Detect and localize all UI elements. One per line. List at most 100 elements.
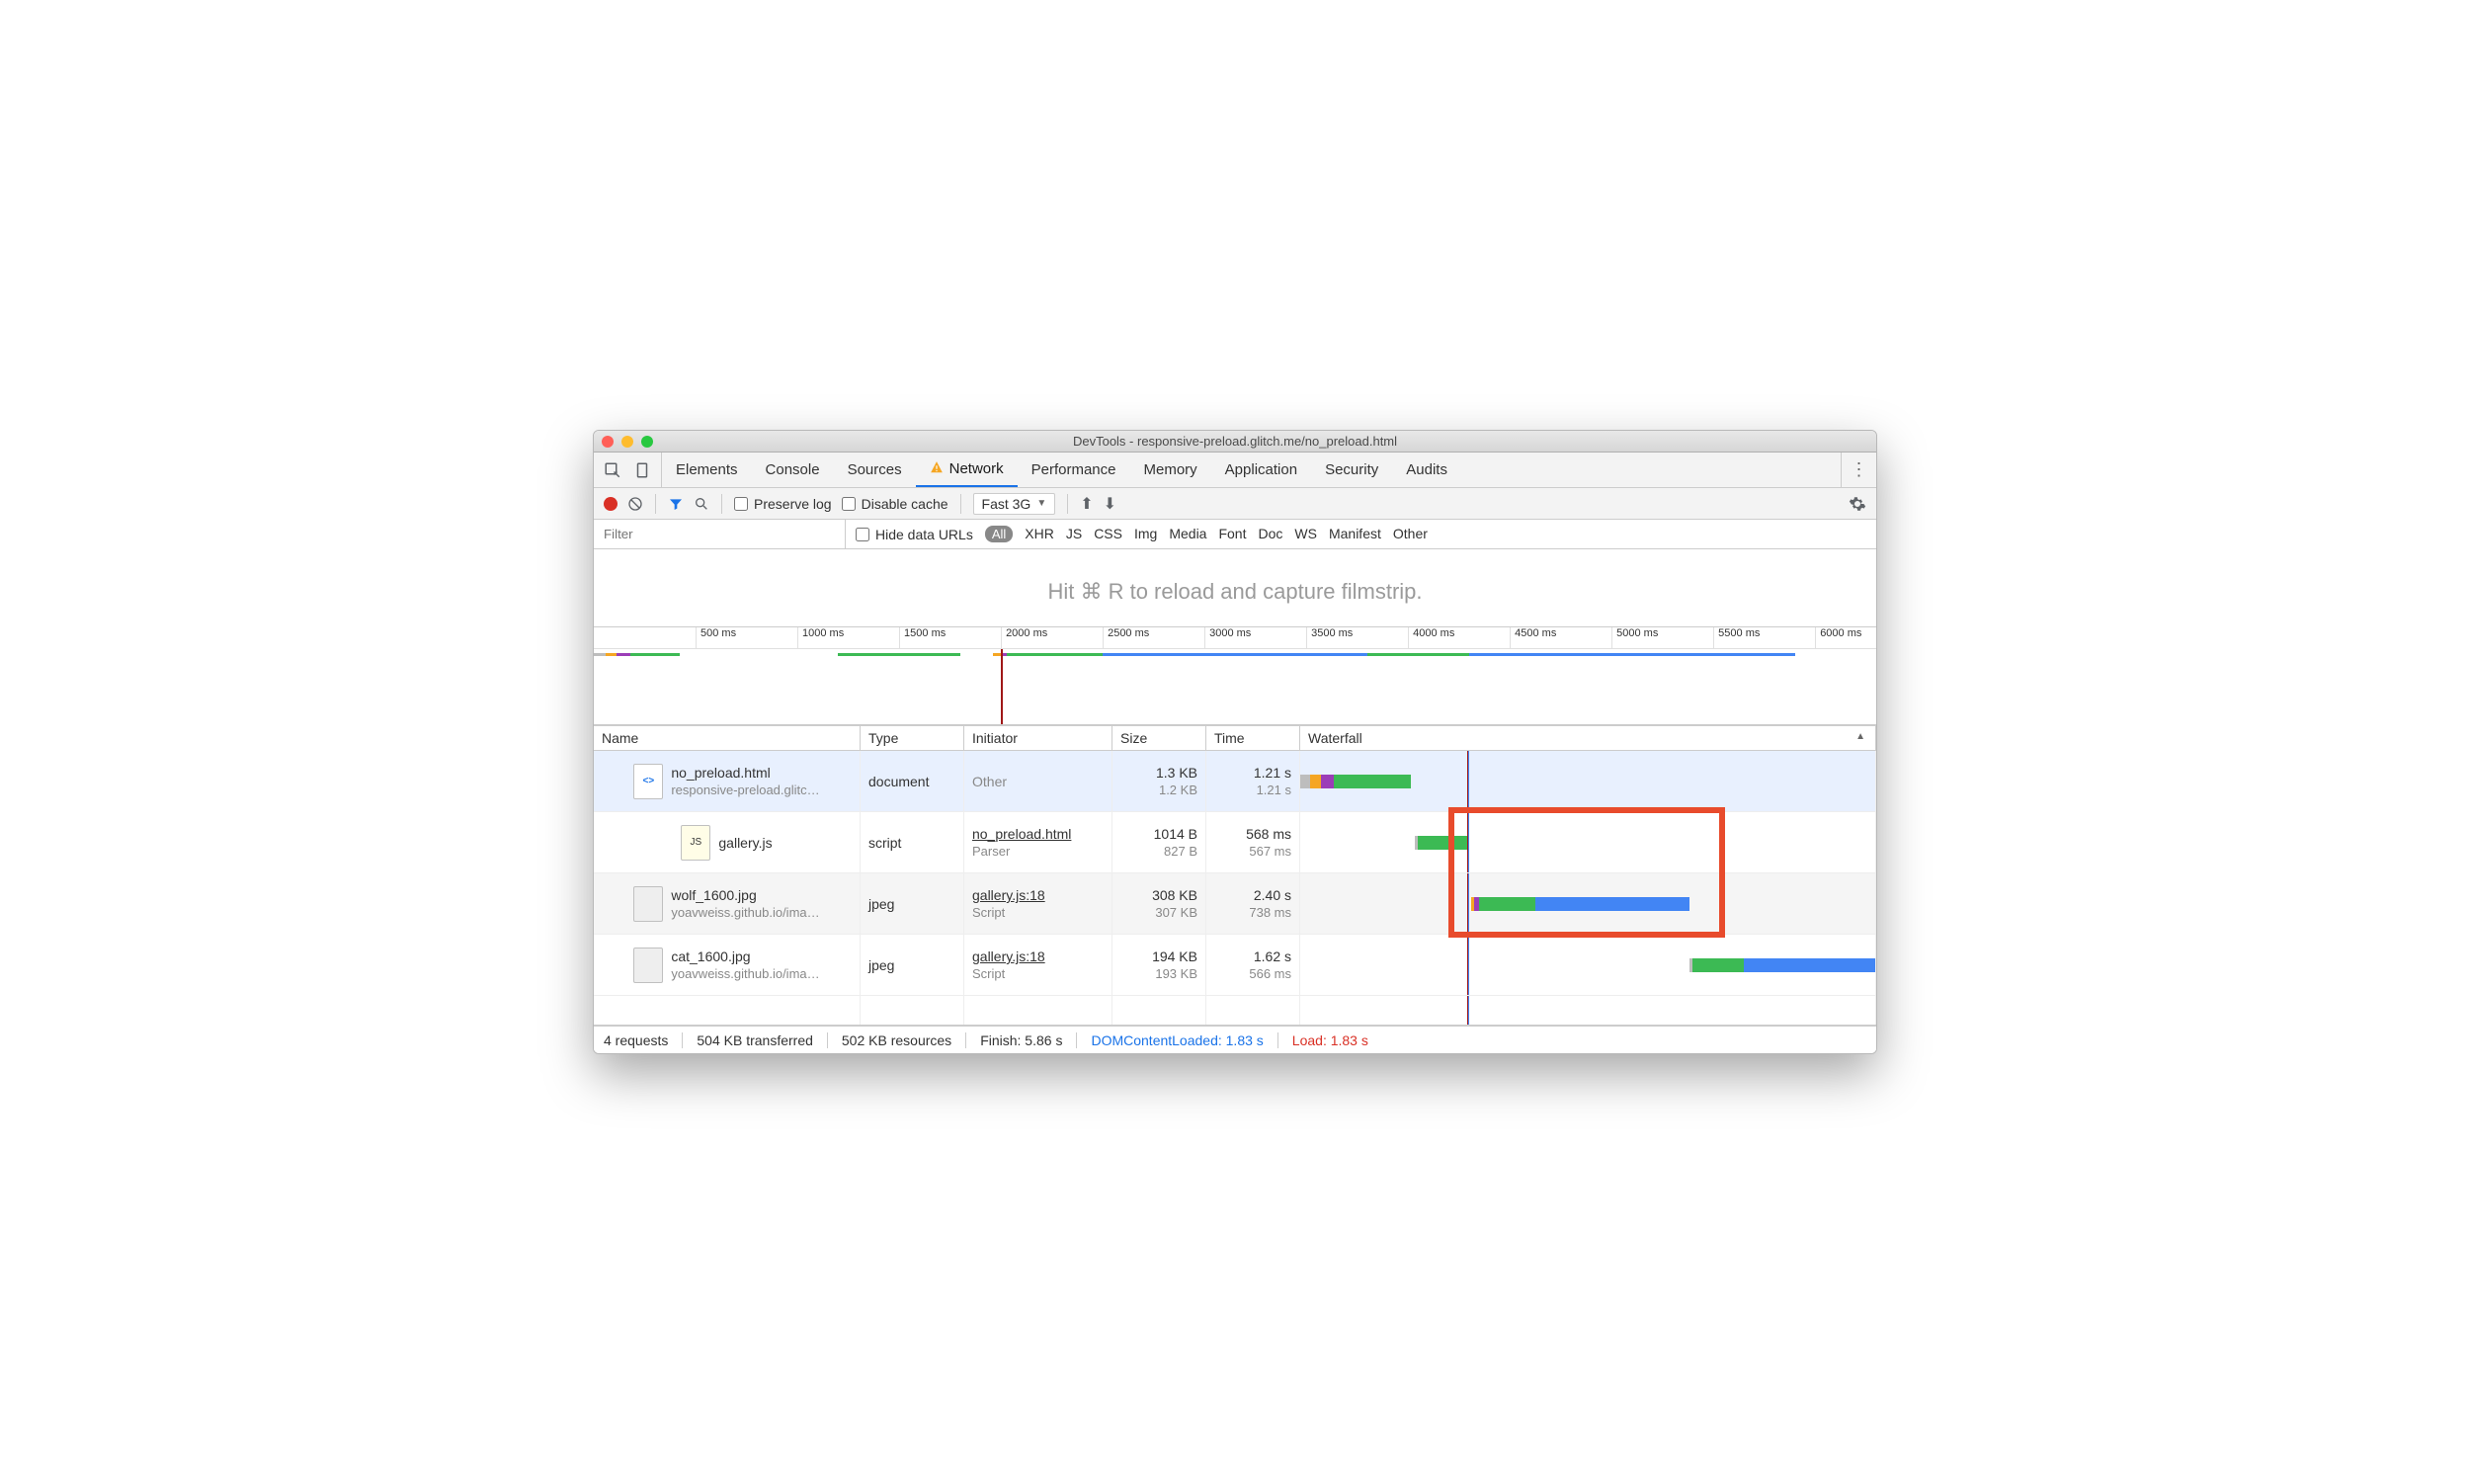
filter-type-font[interactable]: Font [1218, 526, 1246, 542]
table-header: Name Type Initiator Size Time Waterfall▲ [594, 725, 1876, 751]
record-button[interactable] [604, 497, 618, 511]
waterfall-event-line [1468, 751, 1469, 811]
tab-security[interactable]: Security [1311, 453, 1392, 487]
filter-type-media[interactable]: Media [1169, 526, 1206, 542]
col-name[interactable]: Name [594, 726, 861, 750]
tick: 3000 ms [1204, 627, 1251, 648]
js-file-icon: JS [681, 825, 710, 861]
table-row[interactable]: <>no_preload.htmlresponsive-preload.glit… [594, 751, 1876, 812]
status-dcl: DOMContentLoaded: 1.83 s [1091, 1032, 1263, 1048]
filter-icon[interactable] [668, 496, 684, 512]
filter-type-xhr[interactable]: XHR [1025, 526, 1054, 542]
initiator-link[interactable]: gallery.js:18 [972, 948, 1104, 964]
tab-sources[interactable]: Sources [834, 453, 916, 487]
status-transferred: 504 KB transferred [697, 1032, 813, 1048]
initiator-link[interactable]: no_preload.html [972, 826, 1104, 842]
file-name: cat_1600.jpg [671, 948, 819, 964]
file-origin: yoavweiss.github.io/ima… [671, 905, 819, 920]
disable-cache-label: Disable cache [862, 496, 948, 512]
filter-type-other[interactable]: Other [1393, 526, 1428, 542]
overview-event-line [1001, 649, 1003, 724]
filter-bar: Hide data URLs All XHR JS CSS Img Media Font Do… [594, 520, 1876, 549]
size-sub: 827 B [1164, 844, 1197, 859]
overview-segment [1367, 653, 1469, 656]
filter-type-doc[interactable]: Doc [1258, 526, 1282, 542]
tick: 5000 ms [1611, 627, 1658, 648]
filter-type-css[interactable]: CSS [1094, 526, 1122, 542]
filter-type-ws[interactable]: WS [1294, 526, 1317, 542]
titlebar: DevTools - responsive-preload.glitch.me/… [594, 431, 1876, 453]
preserve-log-checkbox[interactable]: Preserve log [734, 496, 832, 512]
waterfall-event-line [1468, 935, 1469, 995]
panel-tabs: ElementsConsoleSourcesNetworkPerformance… [594, 453, 1876, 488]
size: 1014 B [1154, 826, 1197, 842]
throttle-select[interactable]: Fast 3G ▼ [973, 493, 1056, 515]
tab-memory[interactable]: Memory [1130, 453, 1211, 487]
col-waterfall[interactable]: Waterfall▲ [1300, 726, 1876, 750]
col-initiator[interactable]: Initiator [964, 726, 1112, 750]
waterfall-cell [1300, 812, 1876, 872]
tick: 500 ms [696, 627, 736, 648]
tick: 4000 ms [1408, 627, 1454, 648]
waterfall-segment [1692, 958, 1744, 972]
tab-audits[interactable]: Audits [1392, 453, 1461, 487]
download-icon[interactable]: ⬇ [1104, 494, 1116, 514]
upload-icon[interactable]: ⬆ [1080, 494, 1093, 514]
initiator-link[interactable]: gallery.js:18 [972, 887, 1104, 903]
status-resources: 502 KB resources [842, 1032, 951, 1048]
table-row[interactable]: cat_1600.jpgyoavweiss.github.io/ima…jpeg… [594, 935, 1876, 996]
file-name: wolf_1600.jpg [671, 887, 819, 903]
waterfall-event-line [1468, 812, 1469, 872]
more-menu-icon[interactable]: ⋮ [1841, 453, 1876, 487]
table-row[interactable]: JSgallery.jsscriptno_preload.htmlParser1… [594, 812, 1876, 873]
tick: 5500 ms [1713, 627, 1760, 648]
size: 1.3 KB [1156, 765, 1197, 781]
waterfall-segment [1479, 897, 1535, 911]
gear-icon[interactable] [1849, 495, 1866, 513]
waterfall-segment [1378, 775, 1411, 788]
maximize-button[interactable] [641, 436, 653, 448]
cell-type: script [861, 812, 964, 872]
waterfall-event-line [1468, 873, 1469, 934]
col-type[interactable]: Type [861, 726, 964, 750]
filter-type-js[interactable]: JS [1066, 526, 1082, 542]
clear-icon[interactable] [627, 496, 643, 512]
waterfall-cell [1300, 751, 1876, 811]
timeline-overview[interactable]: 500 ms1000 ms1500 ms2000 ms2500 ms3000 m… [594, 627, 1876, 725]
table-padding [594, 996, 1876, 1026]
filter-type-img[interactable]: Img [1134, 526, 1157, 542]
waterfall-cell [1300, 873, 1876, 934]
hide-data-urls-checkbox[interactable]: Hide data URLs [856, 527, 973, 542]
filter-type-manifest[interactable]: Manifest [1329, 526, 1381, 542]
cell-type: document [861, 751, 964, 811]
tab-application[interactable]: Application [1211, 453, 1311, 487]
tab-network[interactable]: Network [916, 453, 1018, 487]
filter-type-all[interactable]: All [985, 526, 1013, 542]
tab-console[interactable]: Console [752, 453, 834, 487]
search-icon[interactable] [694, 496, 709, 512]
table-row[interactable]: wolf_1600.jpgyoavweiss.github.io/ima…jpe… [594, 873, 1876, 935]
file-name: no_preload.html [671, 765, 819, 781]
chevron-down-icon: ▼ [1036, 498, 1046, 509]
status-load: Load: 1.83 s [1292, 1032, 1368, 1048]
tab-elements[interactable]: Elements [662, 453, 752, 487]
disable-cache-checkbox[interactable]: Disable cache [842, 496, 948, 512]
time: 568 ms [1246, 826, 1291, 842]
filter-input[interactable] [594, 520, 846, 548]
device-icon[interactable] [633, 461, 651, 479]
tick: 3500 ms [1306, 627, 1353, 648]
waterfall-segment [1744, 958, 1875, 972]
cell-type: jpeg [861, 935, 964, 995]
tick: 6000 ms [1815, 627, 1861, 648]
col-time[interactable]: Time [1206, 726, 1300, 750]
warning-icon [930, 460, 944, 478]
tab-performance[interactable]: Performance [1018, 453, 1130, 487]
col-size[interactable]: Size [1112, 726, 1206, 750]
tick: 1500 ms [899, 627, 946, 648]
time: 2.40 s [1254, 887, 1291, 903]
inspect-icon[interactable] [604, 461, 621, 479]
close-button[interactable] [602, 436, 614, 448]
size: 308 KB [1152, 887, 1197, 903]
overview-segment [617, 653, 630, 656]
minimize-button[interactable] [621, 436, 633, 448]
